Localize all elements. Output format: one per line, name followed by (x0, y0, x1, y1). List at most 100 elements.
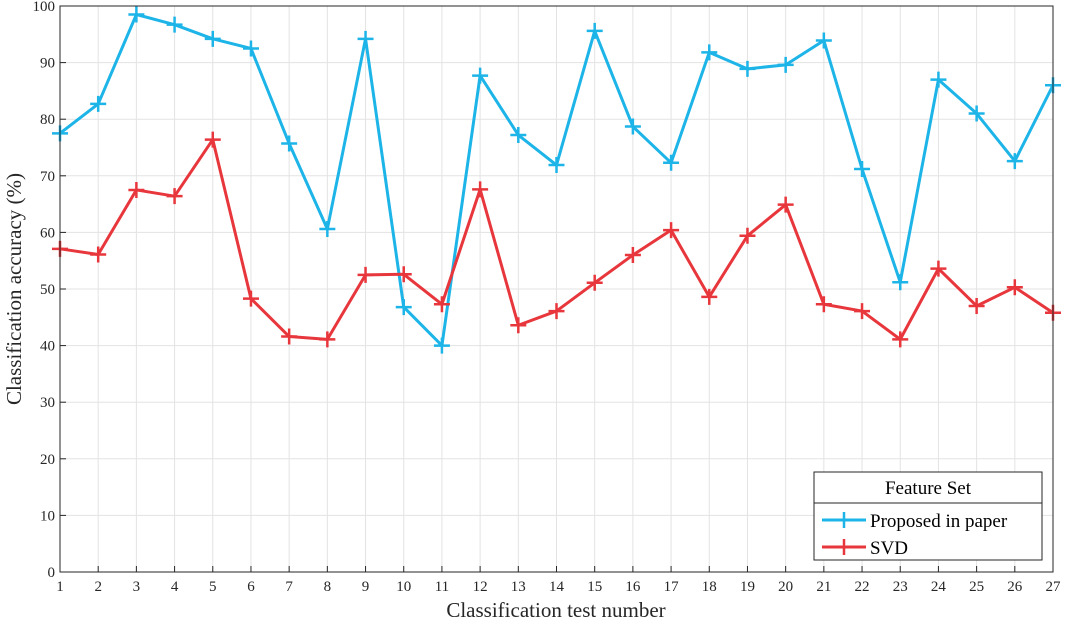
x-tick-label: 22 (855, 579, 870, 595)
data-point (930, 71, 947, 88)
axis-ticks (59, 5, 1054, 573)
x-tick-label: 12 (473, 579, 488, 595)
data-point (357, 266, 374, 283)
legend-box (813, 471, 1043, 561)
data-point (90, 95, 107, 112)
y-tick-label: 10 (40, 508, 55, 524)
data-point (777, 196, 794, 213)
y-tick-label: 20 (40, 452, 55, 468)
data-point (204, 30, 221, 47)
y-tick-label: 30 (40, 395, 55, 411)
data-point (433, 296, 450, 313)
series-svd (52, 131, 1061, 348)
x-tick-label: 26 (1007, 579, 1023, 595)
data-point (930, 260, 947, 277)
x-tick-label: 11 (435, 579, 449, 595)
data-point (319, 331, 336, 348)
data-point (815, 296, 832, 313)
x-tick-label: 5 (209, 579, 217, 595)
data-point (701, 288, 718, 305)
legend-label: SVD (870, 538, 908, 559)
data-point (395, 266, 412, 283)
x-tick-labels: 1 2 3 4 5 6 7 8 9 10 11 12 13 14 15 16 17 18 19 20 21 22 23 24 2… (56, 579, 1061, 595)
data-point (1006, 279, 1023, 296)
data-point (624, 118, 641, 135)
data-point (242, 40, 259, 57)
y-tick-labels: 0 10 20 30 40 50 60 70 80 90 100 (33, 0, 56, 581)
x-tick-label: 10 (396, 579, 411, 595)
x-tick-label: 15 (587, 579, 602, 595)
x-tick-label: 17 (664, 579, 680, 595)
x-tick-label: 23 (893, 579, 908, 595)
data-point (357, 30, 374, 47)
y-tick-label: 0 (48, 565, 56, 581)
legend-marker (836, 512, 852, 528)
x-axis-label: Classification test number (446, 598, 665, 622)
x-tick-label: 16 (625, 579, 641, 595)
data-point (701, 44, 718, 61)
data-point (968, 105, 985, 122)
data-point (166, 16, 183, 33)
data-point (739, 60, 756, 77)
x-tick-label: 8 (324, 579, 332, 595)
x-tick-label: 2 (94, 579, 102, 595)
data-point (739, 227, 756, 244)
x-tick-label: 18 (702, 579, 717, 595)
data-point (892, 331, 909, 348)
data-point (166, 188, 183, 205)
y-axis-label: Classification accuracy (%) (2, 173, 26, 405)
y-tick-label: 60 (40, 225, 55, 241)
x-tick-label: 13 (511, 579, 526, 595)
data-point (319, 221, 336, 238)
y-tick-label: 50 (40, 282, 55, 298)
y-tick-label: 90 (40, 56, 55, 72)
data-point (433, 337, 450, 354)
y-tick-label: 80 (40, 112, 55, 128)
data-point (242, 290, 259, 307)
data-point (586, 274, 603, 291)
data-point (1006, 153, 1023, 170)
data-point (968, 297, 985, 314)
data-point (395, 299, 412, 316)
data-point (854, 303, 871, 320)
x-tick-label: 3 (133, 579, 141, 595)
data-point (472, 181, 489, 198)
data-point (128, 181, 145, 198)
legend-title: Feature Set (885, 478, 972, 499)
series-layer (52, 6, 1061, 354)
data-point (815, 32, 832, 49)
x-tick-label: 21 (816, 579, 831, 595)
data-point (90, 246, 107, 263)
x-tick-label: 7 (285, 579, 293, 595)
x-tick-label: 20 (778, 579, 793, 595)
data-point (586, 22, 603, 39)
y-tick-label: 70 (40, 169, 55, 185)
data-point (510, 127, 527, 144)
data-point (854, 161, 871, 178)
data-point (548, 303, 565, 320)
data-point (663, 222, 680, 239)
x-tick-label: 25 (969, 579, 984, 595)
data-point (281, 135, 298, 152)
x-tick-label: 6 (247, 579, 255, 595)
legend-label: Proposed in paper (870, 511, 1008, 532)
y-tick-label: 40 (40, 339, 55, 355)
legend-entries: Proposed in paper SVD (822, 511, 1008, 559)
x-tick-label: 19 (740, 579, 755, 595)
data-point (128, 6, 145, 23)
y-tick-label: 100 (33, 0, 56, 15)
legend-marker (836, 539, 852, 555)
data-point (892, 274, 909, 291)
legend: Feature Set Proposed in paper SVD (813, 471, 1043, 561)
x-tick-label: 9 (362, 579, 370, 595)
data-point (624, 247, 641, 264)
x-tick-label: 24 (931, 579, 947, 595)
data-point (281, 328, 298, 345)
data-point (777, 56, 794, 73)
x-tick-label: 1 (56, 579, 64, 595)
x-tick-label: 4 (171, 579, 179, 595)
x-tick-label: 27 (1046, 579, 1062, 595)
legend-entry-svd: SVD (822, 538, 908, 559)
data-point (204, 131, 221, 148)
